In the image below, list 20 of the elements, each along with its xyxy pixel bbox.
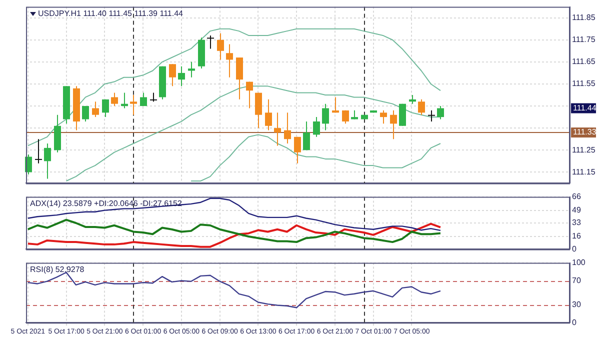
y-tick-label: 70: [572, 276, 582, 285]
annotation: 111.44: [573, 103, 597, 112]
y-tick-label: 0: [572, 244, 577, 254]
y-tick-label: 111.85: [572, 13, 596, 22]
y-tick-label: 111.25: [572, 145, 596, 154]
y-tick-label: 66: [572, 192, 582, 202]
y-tick-label: 111.55: [572, 79, 596, 88]
y-tick-label: 33: [572, 218, 582, 228]
ref-line-label: 111.33: [573, 128, 597, 137]
y-tick-label: 100: [572, 258, 586, 268]
y-tick-label: 16: [572, 232, 582, 241]
y-tick-label: 111.65: [572, 57, 596, 66]
y-tick-label: 111.75: [572, 35, 596, 44]
y-tick-label: 0: [572, 318, 577, 327]
y-tick-label: 111.15: [572, 167, 596, 176]
chart-title: USDJPY.H1 111.40 111.45 111.39 111.44: [38, 9, 184, 18]
chart-title: ADX(14) 23.5879 +DI:20.0646 -DI:27.6152: [30, 199, 182, 208]
y-tick-label: 49: [572, 206, 582, 214]
chart-title: RSI(8) 52.9278: [30, 265, 85, 274]
y-tick-label: 30: [572, 300, 582, 309]
